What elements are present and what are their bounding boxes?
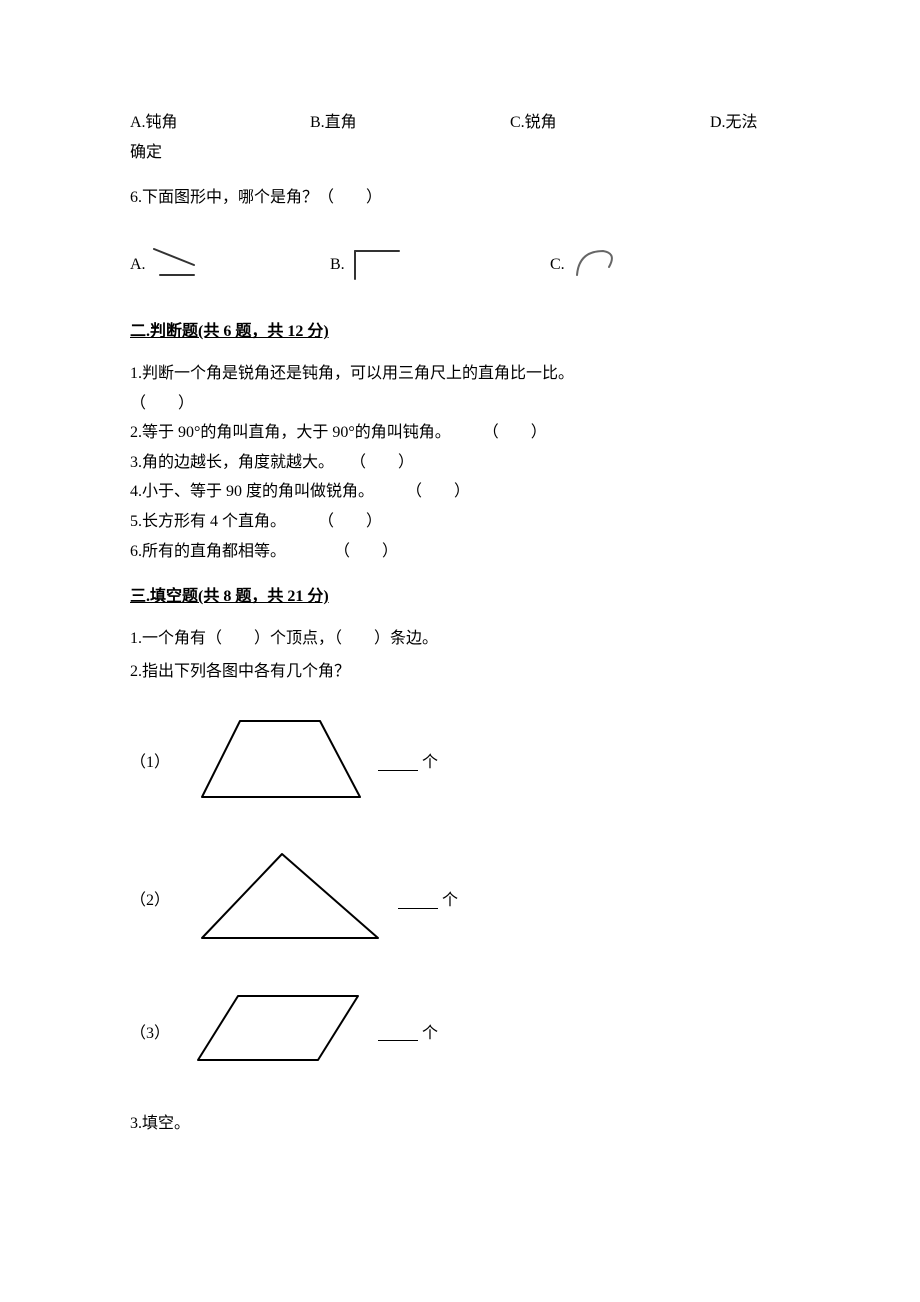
- s3-shape-2: （2） 个: [130, 842, 790, 961]
- q5-opt-d-line2: 确定: [130, 140, 790, 166]
- q6-opt-a-label: A.: [130, 252, 146, 278]
- s3-shape-3: （3） 个: [130, 984, 790, 1083]
- q6-options: A. B. C.: [130, 241, 790, 290]
- section2-items: 1.判断一个角是锐角还是钝角，可以用三角尺上的直角比一比。 （ ） 2.等于 9…: [130, 361, 790, 564]
- q5-opt-a: A.钝角: [130, 110, 310, 136]
- s3-shape-2-label: （2）: [130, 888, 190, 914]
- s3-q3: 3.填空。: [130, 1111, 790, 1137]
- q5-opt-b: B.直角: [310, 110, 510, 136]
- s2-item-1: 1.判断一个角是锐角还是钝角，可以用三角尺上的直角比一比。: [130, 361, 790, 387]
- s2-item-2: 2.等于 90°的角叫直角，大于 90°的角叫钝角。 （ ）: [130, 420, 790, 446]
- s3-shape-1-unit: 个: [422, 750, 438, 776]
- s2-item-5: 5.长方形有 4 个直角。 （ ）: [130, 509, 790, 535]
- q6-opt-c-label: C.: [550, 252, 565, 278]
- q6-opt-a: A.: [130, 241, 330, 290]
- q6-opt-b: B.: [330, 241, 550, 290]
- s3-shape-3-unit: 个: [422, 1021, 438, 1047]
- q5-options: A.钝角 B.直角 C.锐角 D.无法: [130, 110, 790, 136]
- s3-q2: 2.指出下列各图中各有几个角？: [130, 659, 790, 685]
- q5-opt-c: C.锐角: [510, 110, 710, 136]
- s3-q1: 1.一个角有（ ）个顶点，（ ）条边。: [130, 626, 790, 652]
- s3-shapes: （1） 个 （2） 个 （3） 个: [130, 709, 790, 1083]
- q6-svg-b-icon: [345, 241, 405, 290]
- s3-shape-1: （1） 个: [130, 709, 790, 818]
- s2-item-1b: （ ）: [130, 391, 790, 417]
- q6-svg-a-icon: [146, 241, 206, 290]
- s2-item-4: 4.小于、等于 90 度的角叫做锐角。 （ ）: [130, 479, 790, 505]
- section3-title: 三.填空题(共 8 题，共 21 分): [130, 584, 790, 610]
- q6-opt-b-label: B.: [330, 252, 345, 278]
- parallelogram-icon: [190, 984, 370, 1083]
- s3-shape-2-unit: 个: [442, 888, 458, 914]
- trapezoid-icon: [190, 709, 370, 818]
- s2-item-6: 6.所有的直角都相等。 （ ）: [130, 539, 790, 565]
- q6-opt-c: C.: [550, 241, 790, 290]
- s3-shape-1-label: （1）: [130, 750, 190, 776]
- s3-shape-3-blank[interactable]: [378, 1025, 418, 1041]
- s2-item-3: 3.角的边越长，角度就越大。 （ ）: [130, 450, 790, 476]
- s3-shape-3-label: （3）: [130, 1021, 190, 1047]
- s3-shape-1-blank[interactable]: [378, 755, 418, 771]
- s3-shape-2-blank[interactable]: [398, 893, 438, 909]
- q6-text: 6.下面图形中，哪个是角？（ ）: [130, 185, 790, 211]
- q5-opt-d: D.无法: [710, 110, 790, 136]
- q6-svg-c-icon: [565, 241, 625, 290]
- section2-title: 二.判断题(共 6 题，共 12 分): [130, 319, 790, 345]
- triangle-icon: [190, 842, 390, 961]
